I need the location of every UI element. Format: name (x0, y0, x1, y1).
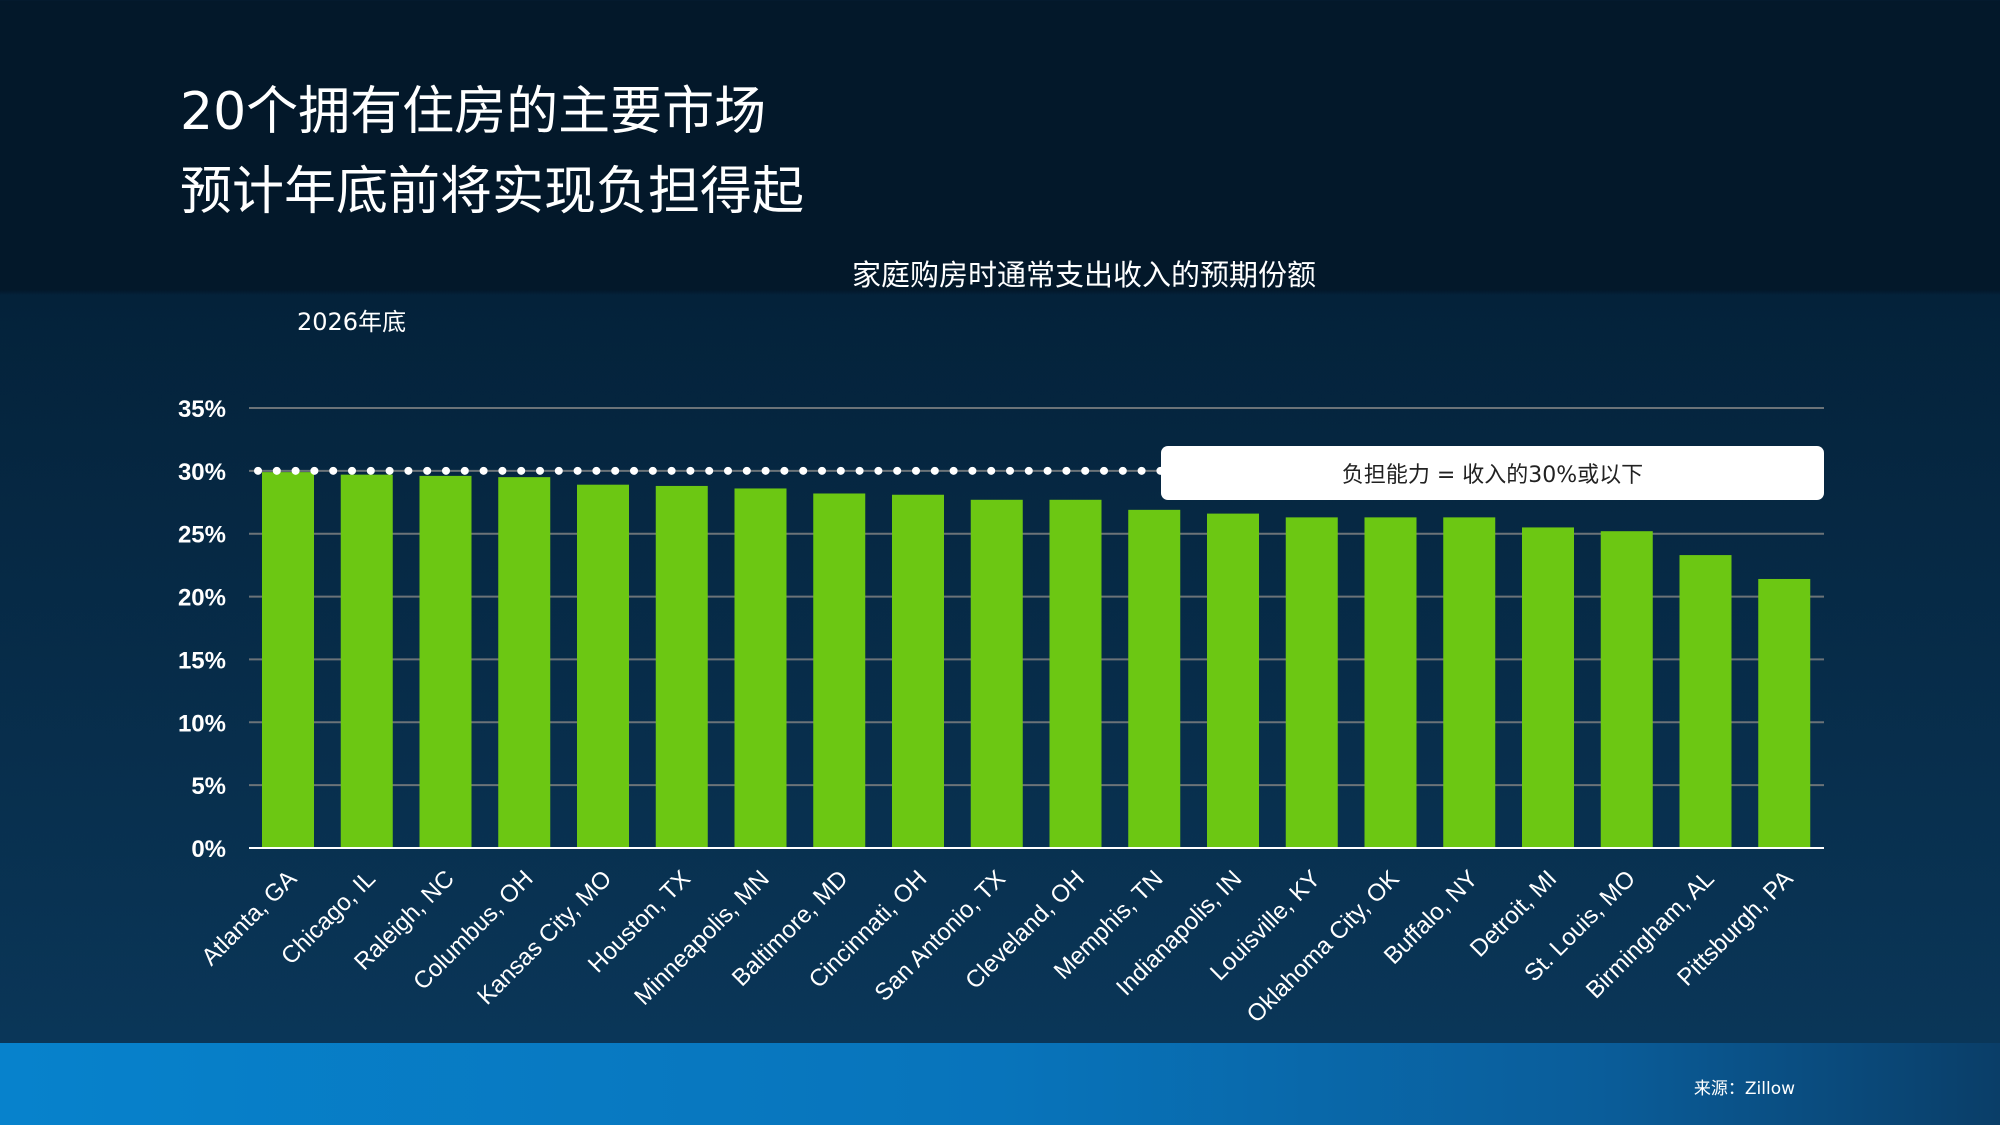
bar (1522, 527, 1574, 848)
footer-band (0, 1043, 2000, 1125)
bar (970, 499, 1023, 848)
bar (734, 488, 787, 848)
x-tick-label: Oklahoma City, OK (1242, 865, 1405, 1028)
bar (262, 472, 314, 848)
bar (340, 474, 393, 848)
y-tick-label: 15% (178, 647, 226, 674)
bar (1049, 499, 1102, 848)
bar (1128, 509, 1181, 848)
bar (1600, 531, 1653, 848)
y-tick-label: 20% (178, 585, 226, 612)
title-line-1: 20个拥有住房的主要市场 (180, 82, 767, 142)
chart-title: 家庭购房时通常支出收入的预期份额 (851, 258, 1316, 292)
y-tick-label: 10% (178, 710, 226, 737)
bar (1364, 517, 1417, 848)
bar (1207, 513, 1259, 848)
chart-subtitle: 2026年底 (297, 308, 407, 336)
bar (419, 475, 472, 848)
y-tick-label: 35% (178, 396, 226, 423)
bar (498, 477, 551, 848)
threshold-legend: 负担能力 = 收入的30%或以下 (1161, 446, 1824, 500)
bar (577, 484, 629, 848)
bar (1285, 517, 1338, 848)
bar (655, 485, 708, 848)
y-tick-label: 25% (178, 522, 226, 549)
threshold-label: 负担能力 = 收入的30%或以下 (1341, 463, 1644, 488)
y-tick-label: 5% (191, 773, 226, 800)
x-tick-label: Minneapolis, MN (629, 865, 774, 1010)
title-line-2: 预计年底前将实现负担得起 (180, 162, 805, 222)
y-tick-label: 30% (178, 459, 226, 486)
bar (813, 493, 866, 848)
y-tick-label: 0% (191, 836, 226, 863)
bar (1443, 517, 1496, 848)
bar (1758, 578, 1811, 848)
bar (1679, 555, 1732, 848)
source-note: 来源：Zillow (1693, 1079, 1795, 1099)
x-tick-label: Kansas City, MO (472, 865, 617, 1010)
bar (892, 494, 944, 848)
